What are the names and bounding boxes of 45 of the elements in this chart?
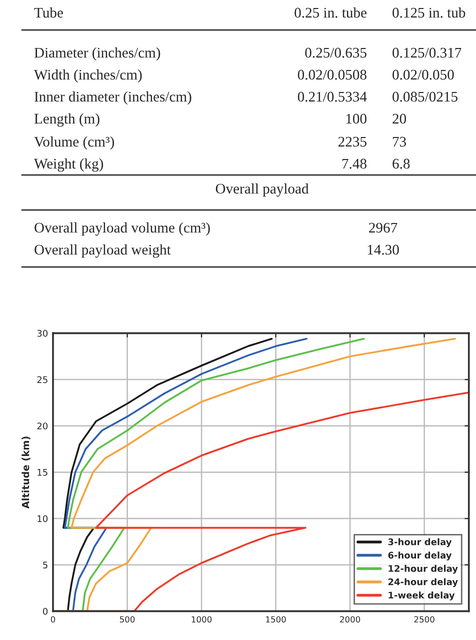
- text: Diameter (inches/cm): [34, 47, 160, 61]
- text: 2235: [338, 136, 366, 147]
- y-tick-label: 15: [38, 469, 48, 476]
- y-tick-label: 20: [37, 422, 48, 430]
- text: 0.125/0.317: [392, 48, 462, 58]
- x-tick-label: 2500: [414, 616, 434, 623]
- text: Overall payload: [216, 183, 309, 197]
- text: 20: [392, 114, 406, 124]
- text: 0.25/0.635: [305, 48, 366, 58]
- text: Width (inches/cm): [34, 69, 142, 83]
- text: 0.085/0215: [392, 92, 458, 102]
- text: 0.02/0.050: [392, 70, 454, 80]
- legend-label: 1-week delay: [388, 592, 455, 600]
- legend-label: 24-hour delay: [388, 578, 458, 588]
- y-tick-label: 25: [37, 376, 48, 384]
- x-tick-label: 1000: [192, 616, 212, 623]
- x-tick-label: 500: [120, 616, 135, 623]
- text: 73: [392, 136, 406, 147]
- y-axis-title: Altitude (km): [22, 436, 30, 509]
- text: 14.30: [368, 244, 399, 255]
- legend-label: 3-hour delay: [388, 538, 452, 548]
- x-tick-label: 2000: [340, 616, 360, 623]
- text: 100: [346, 114, 366, 124]
- text: Weight (kg): [34, 158, 104, 172]
- y-tick-label: 0: [42, 608, 48, 615]
- y-tick-label: 30: [37, 330, 48, 337]
- x-tick-label: 0: [50, 616, 56, 623]
- text: 0.02/0.0508: [298, 70, 366, 80]
- text: 6.8: [392, 158, 410, 169]
- x-tick-label: 1500: [266, 616, 286, 623]
- y-tick-label: 5: [43, 562, 48, 568]
- text: Tube: [34, 7, 63, 18]
- legend-label: 12-hour delay: [388, 564, 458, 574]
- text: Overall payload weight: [34, 244, 171, 258]
- text: 2967: [369, 222, 398, 233]
- text: Overall payload volume (cm³): [34, 222, 210, 236]
- text: 0.21/0.5334: [298, 92, 367, 102]
- y-tick-label: 10: [38, 515, 48, 522]
- text: Inner diameter (inches/cm): [34, 91, 192, 105]
- text: Volume (cm³): [34, 136, 114, 150]
- text: Length (m): [34, 113, 100, 127]
- text: 0.125 in. tub: [392, 7, 466, 18]
- text: 7.48: [342, 158, 366, 169]
- legend-label: 6-hour delay: [388, 552, 452, 560]
- text: 0.25 in. tube: [294, 7, 366, 18]
